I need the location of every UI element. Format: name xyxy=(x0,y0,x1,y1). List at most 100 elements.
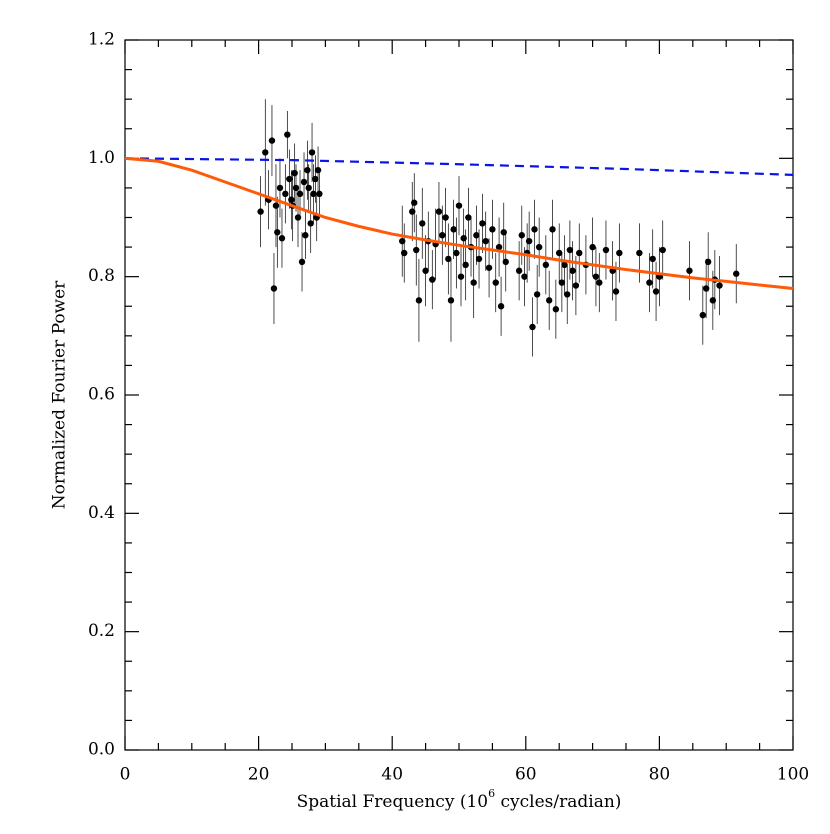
data-point xyxy=(572,282,580,289)
x-axis-label-sup: 6 xyxy=(488,787,495,800)
y-axis-label: Normalized Fourier Power xyxy=(50,280,70,509)
data-point xyxy=(616,249,623,257)
data-point xyxy=(576,249,583,257)
x-tick-label: 60 xyxy=(515,765,537,785)
plot-frame xyxy=(124,39,794,751)
data-point xyxy=(686,267,693,274)
data-point xyxy=(284,131,291,138)
data-point xyxy=(268,137,276,144)
data-point xyxy=(646,279,653,286)
data-point xyxy=(447,297,455,304)
data-point xyxy=(262,149,269,156)
data-point xyxy=(525,237,533,245)
data-point xyxy=(612,288,620,295)
data-point xyxy=(302,232,309,239)
data-point xyxy=(569,267,576,274)
data-point xyxy=(274,229,281,236)
data-point xyxy=(545,297,553,304)
x-tick-label: 0 xyxy=(120,765,131,785)
data-point xyxy=(411,199,418,206)
data-point xyxy=(566,246,574,254)
data-point xyxy=(296,190,304,198)
data-point xyxy=(310,190,317,198)
data-point xyxy=(276,184,284,192)
data-point xyxy=(422,267,429,274)
data-point xyxy=(521,273,528,280)
data-point xyxy=(445,255,452,263)
data-point xyxy=(419,220,426,227)
data-point xyxy=(300,178,308,186)
data-point xyxy=(495,243,503,251)
data-point xyxy=(409,208,416,215)
x-axis-label-part: cycles/radian) xyxy=(495,792,621,812)
data-point xyxy=(473,232,480,239)
data-point xyxy=(489,226,496,233)
x-axis-label: Spatial Frequency (106 cycles/radian) xyxy=(297,787,622,812)
x-axis-label-part: Spatial Frequency (10 xyxy=(297,792,489,812)
data-point xyxy=(659,246,666,254)
data-point xyxy=(589,243,596,251)
data-point xyxy=(450,226,457,233)
data-point xyxy=(270,285,278,292)
y-tick-label: 0.0 xyxy=(88,740,115,760)
data-point xyxy=(592,273,600,280)
data-point xyxy=(652,288,660,295)
y-tick-label: 0.8 xyxy=(88,266,115,286)
data-point xyxy=(702,285,710,292)
data-point xyxy=(307,220,314,227)
data-point xyxy=(529,323,536,331)
data-point xyxy=(455,202,463,209)
data-point xyxy=(649,255,656,263)
data-point xyxy=(475,255,483,263)
data-point xyxy=(716,282,723,289)
data-point xyxy=(502,258,509,266)
data-point xyxy=(492,279,499,286)
x-tick-label: 20 xyxy=(248,765,270,785)
data-point xyxy=(298,258,306,266)
data-point xyxy=(288,196,295,203)
data-point xyxy=(294,214,302,221)
data-point xyxy=(272,202,280,209)
x-tick-label: 100 xyxy=(777,765,809,785)
data-point xyxy=(457,273,465,280)
data-point xyxy=(460,235,467,242)
y-tick-label: 1.2 xyxy=(88,30,115,50)
data-point xyxy=(470,279,477,286)
data-point xyxy=(442,214,449,221)
data-point xyxy=(465,214,472,221)
data-point xyxy=(542,261,550,269)
data-point xyxy=(479,220,486,227)
data-point xyxy=(636,249,643,257)
y-tick-label: 0.6 xyxy=(88,385,115,405)
data-point xyxy=(533,291,541,298)
data-point xyxy=(435,208,443,215)
data-point xyxy=(312,175,319,183)
y-tick-label: 0.4 xyxy=(88,503,115,523)
data-point xyxy=(709,297,717,304)
data-point xyxy=(704,258,712,266)
data-point xyxy=(415,297,423,304)
data-point xyxy=(699,311,707,319)
dashed-curve xyxy=(124,157,794,176)
data-point xyxy=(453,249,460,257)
data-point xyxy=(535,243,543,251)
data-point xyxy=(549,226,556,233)
fit-curve xyxy=(124,156,794,290)
x-tick-label: 80 xyxy=(649,765,671,785)
data-point xyxy=(482,237,489,245)
data-point xyxy=(308,149,316,156)
data-point xyxy=(429,276,436,283)
data-point xyxy=(518,232,525,239)
data-point xyxy=(596,279,603,286)
data-point xyxy=(556,249,563,257)
data-point xyxy=(500,229,507,236)
data-point xyxy=(564,291,571,298)
data-point xyxy=(733,270,740,277)
data-point xyxy=(291,169,298,177)
y-tick-label: 0.2 xyxy=(88,621,115,641)
data-point xyxy=(413,246,420,254)
x-tick-label: 40 xyxy=(381,765,403,785)
data-point xyxy=(561,261,568,269)
